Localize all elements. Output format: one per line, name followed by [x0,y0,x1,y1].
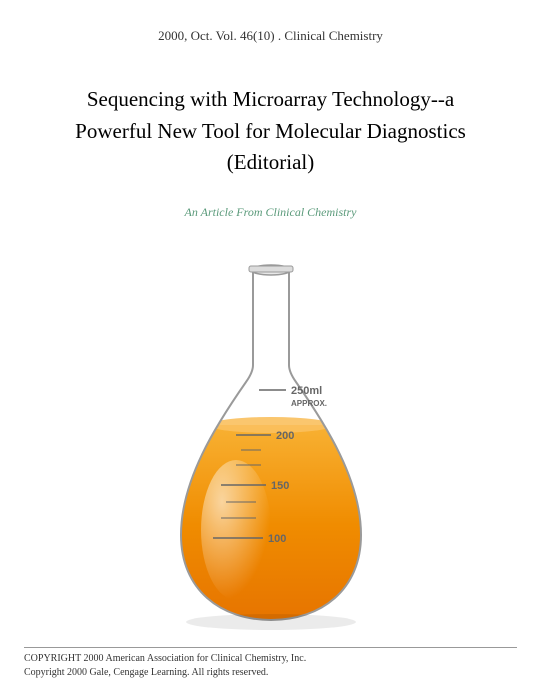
citation-text: 2000, Oct. Vol. 46(10) . Clinical Chemis… [158,28,383,43]
title-line-3: (Editorial) [40,147,501,179]
title-line-2: Powerful New Tool for Molecular Diagnost… [40,116,501,148]
copyright-line-2: Copyright 2000 Gale, Cengage Learning. A… [24,666,306,680]
flask-grad-150: 150 [271,480,289,492]
article-title: Sequencing with Microarray Technology--a… [0,44,541,179]
copyright-line-1: COPYRIGHT 2000 American Association for … [24,652,306,666]
flask-label-250ml: 250ml [291,385,322,397]
flask-grad-200: 200 [276,430,294,442]
flask-label-approx: APPROX. [291,399,327,408]
footer-divider [24,647,517,648]
copyright-footer: COPYRIGHT 2000 American Association for … [24,652,306,680]
flask-illustration: 250ml APPROX. 200 150 100 [0,250,541,630]
subtitle-text: An Article From Clinical Chemistry [185,205,357,219]
flask-svg: 250ml APPROX. 200 150 100 [141,250,401,630]
flask-grad-100: 100 [268,533,286,545]
article-subtitle: An Article From Clinical Chemistry [0,179,541,220]
citation-header: 2000, Oct. Vol. 46(10) . Clinical Chemis… [0,0,541,44]
title-line-1: Sequencing with Microarray Technology--a [40,84,501,116]
